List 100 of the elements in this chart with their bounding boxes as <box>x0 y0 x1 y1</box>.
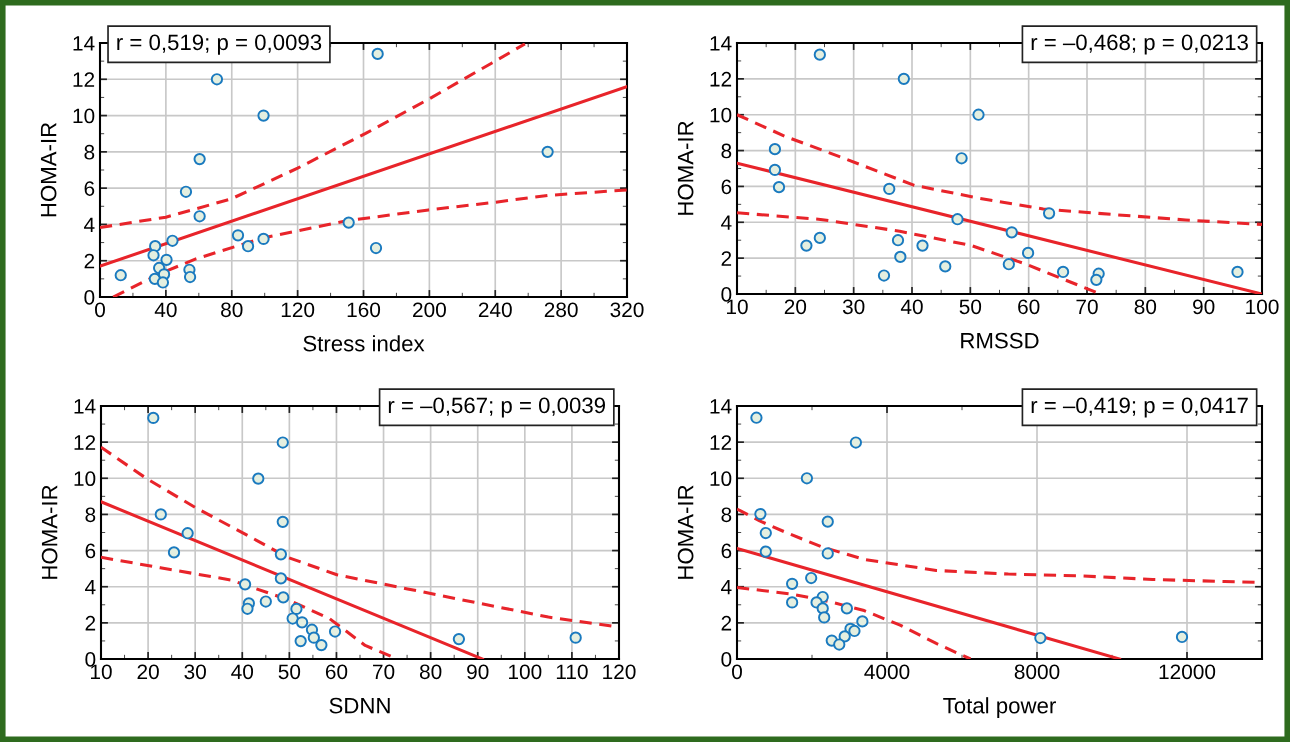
x-tick-label: 30 <box>842 299 865 315</box>
x-tick-label: 70 <box>1076 299 1098 315</box>
x-tick-label: 80 <box>419 664 442 680</box>
point <box>800 472 814 485</box>
point <box>1042 207 1056 220</box>
point <box>754 507 767 521</box>
point <box>241 240 255 253</box>
point <box>156 276 170 289</box>
y-tick-label: 12 <box>73 72 95 87</box>
y-tick-label: 6 <box>85 543 96 559</box>
x-tick-label: 50 <box>959 299 982 315</box>
x-tick-label: 4000 <box>864 664 910 680</box>
line-series <box>737 585 973 659</box>
y-tick-label: 6 <box>721 543 732 559</box>
point <box>805 571 818 585</box>
y-tick-label: 2 <box>84 253 95 269</box>
x-axis-title: Total power <box>943 697 1056 718</box>
point <box>286 612 299 625</box>
point <box>772 181 786 194</box>
point <box>295 616 309 629</box>
point <box>274 548 288 561</box>
point <box>181 527 194 540</box>
x-tick-label: 0 <box>732 664 742 680</box>
y-tick-label: 6 <box>84 181 95 196</box>
x-axis-title: SDNN <box>329 697 390 714</box>
point <box>342 216 355 229</box>
annotation: r = –0,468; p = 0,0213 <box>1031 34 1248 55</box>
point <box>252 472 265 485</box>
x-tick-label: 280 <box>544 302 578 318</box>
point <box>856 615 869 628</box>
point <box>951 213 964 226</box>
point <box>894 250 907 264</box>
y-axis-title: HOMA-IR <box>41 485 58 579</box>
point <box>183 270 197 284</box>
point <box>241 602 254 615</box>
y-tick-label: 2 <box>85 615 96 631</box>
point <box>315 638 328 652</box>
y-tick-label: 4 <box>85 579 96 595</box>
point <box>257 232 270 246</box>
y-tick-label: 4 <box>721 215 732 230</box>
point <box>147 249 160 262</box>
point <box>290 602 303 616</box>
x-tick-label: 80 <box>221 302 243 318</box>
y-tick-label: 8 <box>721 143 732 159</box>
point <box>1005 226 1018 239</box>
point <box>897 72 910 85</box>
point <box>877 269 891 282</box>
y-tick-label: 10 <box>710 107 732 123</box>
point <box>276 515 289 528</box>
x-tick-label: 12000 <box>1159 664 1216 680</box>
point <box>891 234 905 247</box>
point <box>1002 258 1015 271</box>
x-tick-label: 20 <box>784 299 807 315</box>
line-series <box>737 113 1262 226</box>
point <box>813 231 826 244</box>
x-tick-label: 90 <box>1193 299 1215 315</box>
x-tick-label: 8000 <box>1014 664 1060 680</box>
point <box>328 625 342 638</box>
point <box>750 411 763 424</box>
point <box>972 108 985 121</box>
point <box>307 631 320 644</box>
point <box>759 545 772 558</box>
point <box>916 239 929 252</box>
y-axis-title: HOMA-IR <box>677 485 694 579</box>
point <box>231 229 245 242</box>
x-tick-label: 40 <box>900 299 923 315</box>
y-tick-label: 12 <box>710 435 732 450</box>
point <box>813 48 826 61</box>
point <box>955 152 968 165</box>
x-tick-label: 160 <box>347 302 381 318</box>
point <box>883 182 896 196</box>
point <box>840 602 853 615</box>
point <box>276 436 289 449</box>
x-tick-label: 80 <box>1134 299 1157 315</box>
point <box>768 143 782 156</box>
x-axis-title: Stress index <box>303 335 425 352</box>
x-tick-label: 50 <box>278 664 301 680</box>
point <box>257 109 270 122</box>
point <box>452 633 466 646</box>
y-tick-label: 10 <box>710 471 732 487</box>
annotation: r = –0,419; p = 0,0417 <box>1031 397 1248 418</box>
x-tick-label: 20 <box>137 664 159 680</box>
y-tick-label: 14 <box>710 399 732 414</box>
y-axis-title: HOMA-IR <box>677 121 694 215</box>
y-tick-label: 12 <box>74 435 96 450</box>
x-tick-label: 60 <box>1018 299 1040 315</box>
point <box>274 572 288 585</box>
point <box>1034 631 1047 645</box>
y-tick-label: 8 <box>721 507 732 523</box>
y-tick-label: 4 <box>84 217 95 232</box>
point <box>1021 246 1035 260</box>
point <box>179 185 193 198</box>
x-tick-label: 60 <box>325 664 348 680</box>
point <box>821 547 834 560</box>
y-tick-label: 14 <box>710 36 732 51</box>
y-tick-label: 0 <box>721 652 732 667</box>
x-tick-label: 70 <box>373 664 395 680</box>
point <box>193 152 206 166</box>
point <box>238 578 252 591</box>
point <box>371 47 384 61</box>
